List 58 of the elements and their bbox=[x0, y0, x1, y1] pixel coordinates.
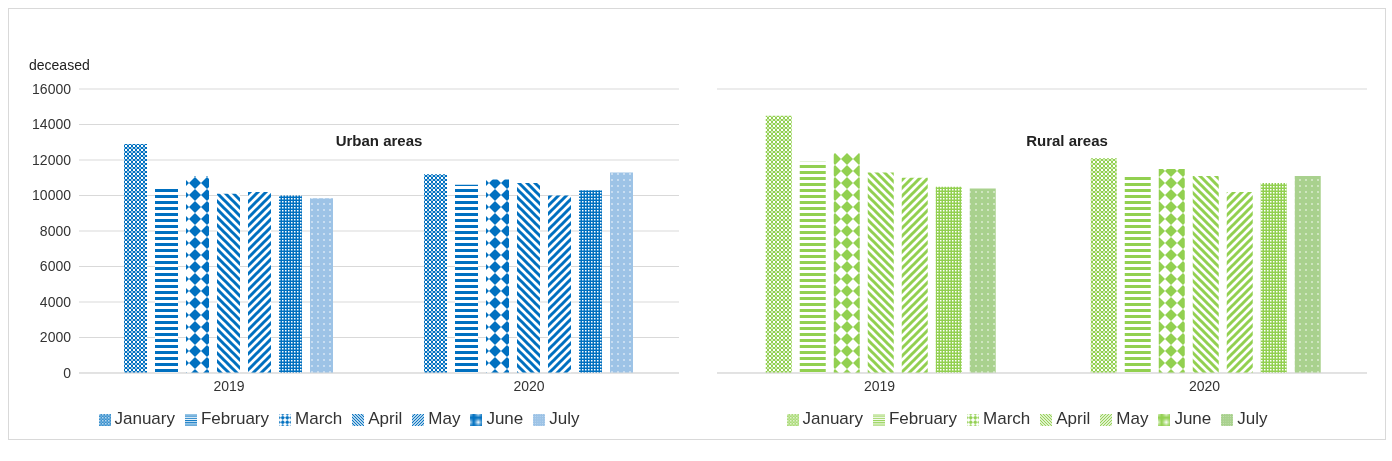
bar bbox=[248, 191, 271, 373]
bar bbox=[548, 195, 571, 373]
y-tick-label: 0 bbox=[63, 364, 72, 381]
x-tick-label: 2019 bbox=[863, 377, 896, 394]
bar bbox=[424, 174, 447, 373]
legend-label: April bbox=[368, 409, 403, 428]
y-tick-label: 4000 bbox=[39, 293, 72, 310]
legend-label: January bbox=[802, 409, 863, 428]
bar bbox=[186, 175, 209, 373]
x-tick-label: 2020 bbox=[1188, 377, 1221, 394]
y-tick-label: 14000 bbox=[32, 116, 72, 133]
bar bbox=[935, 186, 962, 373]
legend-label: June bbox=[486, 409, 524, 428]
bar bbox=[1158, 168, 1185, 373]
x-tick-label: 2020 bbox=[513, 377, 545, 394]
bar bbox=[310, 198, 333, 373]
legend-label: May bbox=[428, 409, 461, 428]
legend-label: July bbox=[549, 409, 580, 428]
bar bbox=[155, 186, 178, 373]
bar bbox=[486, 179, 509, 373]
bar bbox=[579, 190, 602, 373]
legend-label: April bbox=[1056, 409, 1091, 428]
text: Rural areas bbox=[1025, 132, 1109, 149]
bar bbox=[799, 161, 826, 373]
bar bbox=[1294, 175, 1321, 373]
y-tick-label: 16000 bbox=[32, 80, 72, 97]
bar bbox=[1090, 158, 1117, 373]
bar bbox=[969, 188, 996, 373]
bar bbox=[901, 177, 928, 373]
bar bbox=[124, 144, 147, 373]
y-tick-label: 8000 bbox=[39, 222, 72, 239]
bar bbox=[455, 184, 478, 373]
legend-label: January bbox=[114, 409, 175, 428]
y-axis-title: deceased bbox=[29, 57, 90, 73]
y-tick-label: 10000 bbox=[32, 187, 72, 204]
bar bbox=[279, 195, 302, 373]
bar bbox=[1226, 191, 1253, 373]
legend-label: June bbox=[1174, 409, 1212, 428]
bar bbox=[1124, 175, 1151, 373]
bar bbox=[1260, 183, 1287, 373]
legend-label: February bbox=[200, 409, 270, 428]
bar bbox=[833, 152, 860, 373]
bar bbox=[765, 115, 792, 373]
text: Urban areas bbox=[334, 132, 424, 149]
legend-label: March bbox=[983, 409, 1031, 428]
legend-label: March bbox=[295, 409, 343, 428]
y-tick-label: 12000 bbox=[32, 151, 72, 168]
bar bbox=[217, 193, 240, 373]
bar bbox=[1192, 175, 1219, 373]
y-tick-label: 2000 bbox=[39, 329, 72, 346]
bar bbox=[517, 183, 540, 373]
bar bbox=[610, 172, 633, 373]
legend-label: February bbox=[888, 409, 958, 428]
y-tick-label: 6000 bbox=[39, 258, 72, 275]
legend-label: July bbox=[1237, 409, 1268, 428]
legend-label: May bbox=[1116, 409, 1149, 428]
x-tick-label: 2019 bbox=[213, 377, 245, 394]
bar bbox=[867, 172, 894, 373]
